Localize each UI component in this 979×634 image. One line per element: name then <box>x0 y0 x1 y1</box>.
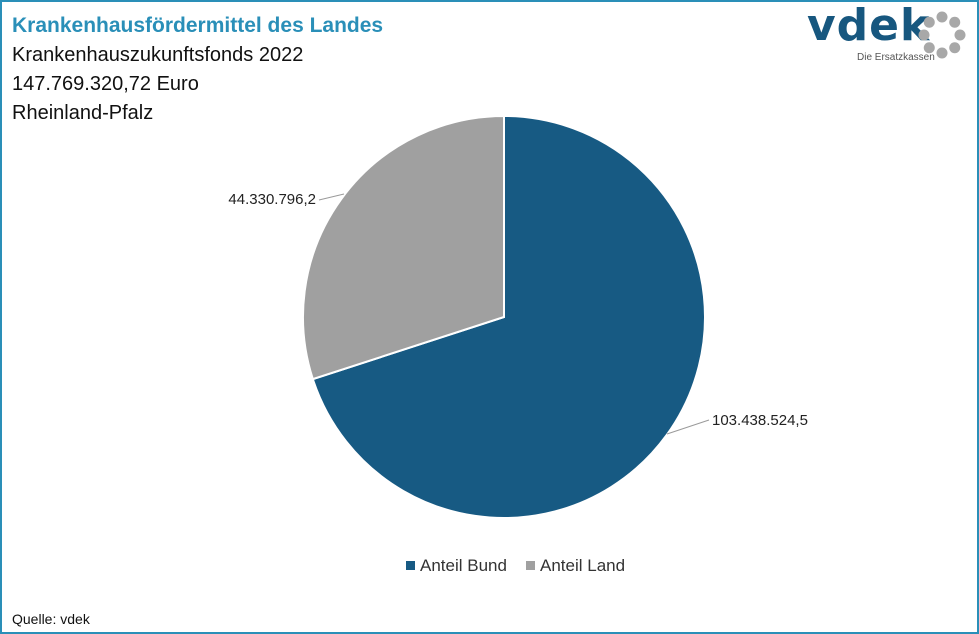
chart-title: Krankenhausfördermittel des Landes <box>12 14 384 37</box>
logo-ring-icon <box>918 11 966 59</box>
chart-subtitle-total: 147.769.320,72 Euro <box>12 73 199 95</box>
logo-wordmark: vdek <box>807 0 931 51</box>
source-note: Quelle: vdek <box>12 611 90 627</box>
logo-ring-dot <box>949 16 961 28</box>
data-label-0: 103.438.524,5 <box>712 412 808 429</box>
legend-swatch-0 <box>406 561 415 570</box>
logo-ring-dot <box>923 16 935 28</box>
chart-subtitle-fund: Krankenhauszukunftsfonds 2022 <box>12 44 304 66</box>
logo-ring-dot <box>918 29 930 41</box>
legend-swatch-1 <box>526 561 535 570</box>
pie-slice-1 <box>302 114 505 381</box>
logo-ring-dot <box>923 42 935 54</box>
logo-ring-dot <box>954 29 966 41</box>
data-label-leader-0 <box>666 419 710 435</box>
vdek-logo: vdek Die Ersatzkassen <box>803 0 971 68</box>
pie-slice-0 <box>311 114 706 519</box>
chart-subtitle-region: Rheinland-Pfalz <box>12 102 154 124</box>
legend-label-1: Anteil Land <box>540 556 625 575</box>
legend-label-0: Anteil Bund <box>420 556 507 575</box>
logo-tagline: Die Ersatzkassen <box>857 52 935 63</box>
data-label-1: 44.330.796,2 <box>228 191 316 208</box>
data-label-leader-1 <box>318 193 345 201</box>
logo-ring-dot <box>949 42 961 54</box>
logo-ring-dot <box>936 11 948 23</box>
logo-ring-dot <box>936 47 948 59</box>
